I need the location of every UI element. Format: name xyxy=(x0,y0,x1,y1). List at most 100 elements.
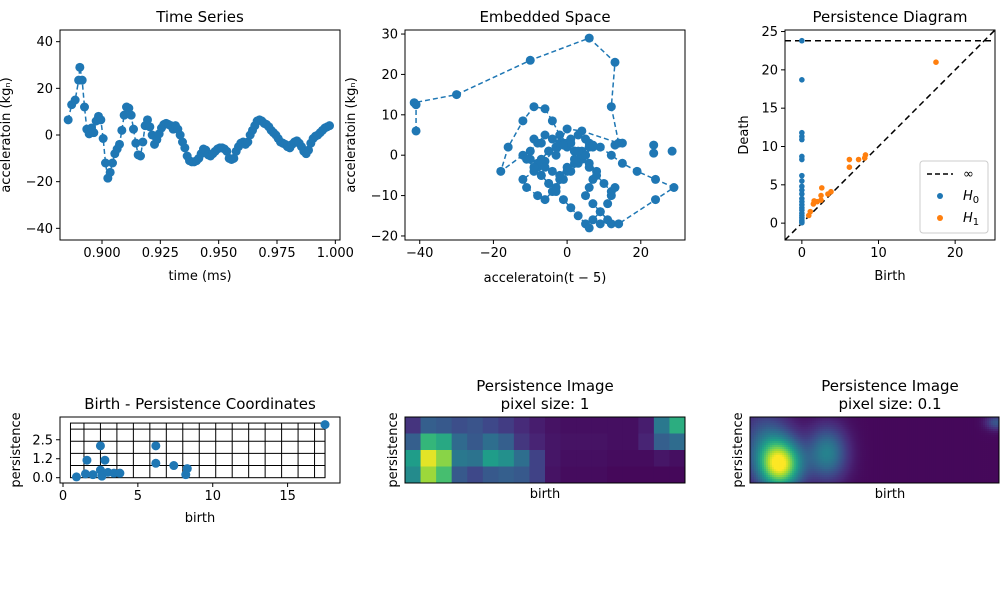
heatmap-cell xyxy=(985,451,988,454)
heatmap-cell xyxy=(833,431,837,434)
heatmap-cell xyxy=(829,453,833,456)
heatmap-cell xyxy=(977,473,980,476)
heatmap-cell xyxy=(939,463,942,466)
heatmap-cell xyxy=(881,419,884,422)
heatmap-cell xyxy=(875,467,878,470)
heatmap-cell xyxy=(757,451,761,454)
heatmap-cell xyxy=(911,443,914,446)
heatmap-cell xyxy=(883,433,886,436)
heatmap-cell xyxy=(919,473,922,476)
heatmap-cell xyxy=(953,477,956,480)
heatmap-cell xyxy=(807,445,811,448)
heatmap-cell xyxy=(803,475,807,478)
heatmap-cell xyxy=(849,435,852,438)
heatmap-cell xyxy=(915,469,918,472)
heatmap-cell xyxy=(835,477,839,480)
heatmap-cell xyxy=(977,465,980,468)
heatmap-cell xyxy=(961,465,964,468)
heatmap-cell xyxy=(997,447,1000,450)
heatmap-cell xyxy=(907,465,910,468)
heatmap-cell xyxy=(750,453,753,456)
heatmap-cell xyxy=(817,451,821,454)
heatmap-cell xyxy=(857,429,860,432)
heatmap-cell xyxy=(815,445,819,448)
heatmap-cell xyxy=(851,435,854,438)
heatmap-cell xyxy=(819,439,823,442)
heatmap-cell xyxy=(811,435,815,438)
heatmap-cell xyxy=(813,447,817,450)
heatmap-cell xyxy=(843,437,847,440)
heatmap-cell xyxy=(873,441,876,444)
heatmap-cell xyxy=(911,459,914,462)
heatmap-cell xyxy=(895,417,898,420)
heatmap-cell xyxy=(883,423,886,426)
heatmap-cell xyxy=(925,435,928,438)
heatmap-cell xyxy=(861,421,864,424)
heatmap-cell xyxy=(811,433,815,436)
heatmap-cell xyxy=(907,451,910,454)
heatmap-cell xyxy=(853,461,856,464)
heatmap-cell xyxy=(785,449,789,452)
heatmap-cell xyxy=(869,463,872,466)
heatmap-cell xyxy=(759,437,763,440)
heatmap-cell xyxy=(779,475,783,478)
heatmap-cell xyxy=(989,419,992,422)
heatmap-cell xyxy=(815,427,819,430)
heatmap-cell xyxy=(867,479,870,482)
heatmap-cell xyxy=(837,417,841,420)
heatmap-cell xyxy=(867,473,870,476)
heatmap-cell xyxy=(849,463,852,466)
heatmap-cell xyxy=(823,471,827,474)
heatmap-cell xyxy=(779,481,783,484)
heatmap-cell xyxy=(795,439,799,442)
heatmap-cell xyxy=(963,453,966,456)
heatmap-cell xyxy=(935,465,938,468)
heatmap-cell xyxy=(935,425,938,428)
heatmap-cell xyxy=(669,433,686,451)
heatmap-cell xyxy=(787,435,791,438)
heatmap-cell xyxy=(763,443,767,446)
heatmap-cell xyxy=(977,443,980,446)
heatmap-cell xyxy=(877,469,880,472)
heatmap-cell xyxy=(939,471,942,474)
heatmap-cell xyxy=(941,441,944,444)
heatmap-cell xyxy=(899,431,902,434)
time-series-point xyxy=(117,125,127,135)
heatmap-cell xyxy=(849,431,852,434)
heatmap-cell xyxy=(933,429,936,432)
persistence-diagram-h0-point xyxy=(799,77,805,83)
heatmap-cell xyxy=(977,481,980,484)
heatmap-cell xyxy=(913,429,916,432)
heatmap-cell xyxy=(967,429,970,432)
heatmap-cell xyxy=(781,477,785,480)
heatmap-cell xyxy=(873,437,876,440)
heatmap-cell xyxy=(763,461,767,464)
heatmap-cell xyxy=(967,425,970,428)
heatmap-cell xyxy=(915,417,918,420)
heatmap-cell xyxy=(819,451,823,454)
heatmap-cell xyxy=(945,473,948,476)
heatmap-cell xyxy=(887,429,890,432)
heatmap-cell xyxy=(867,465,870,468)
heatmap-cell xyxy=(797,479,801,482)
heatmap-cell xyxy=(921,431,924,434)
heatmap-cell xyxy=(877,459,880,462)
heatmap-cell xyxy=(911,433,914,436)
heatmap-cell xyxy=(783,417,787,420)
heatmap-cell xyxy=(991,465,994,468)
heatmap-cell xyxy=(875,425,878,428)
heatmap-cell xyxy=(949,419,952,422)
heatmap-cell xyxy=(937,445,940,448)
heatmap-cell xyxy=(987,477,990,480)
heatmap-cell xyxy=(781,417,785,420)
heatmap-cell xyxy=(937,469,940,472)
heatmap-cell xyxy=(975,467,978,470)
embedded-space-point xyxy=(540,130,550,140)
heatmap-cell xyxy=(903,479,906,482)
heatmap-cell xyxy=(750,417,753,420)
heatmap-cell xyxy=(899,437,902,440)
heatmap-cell xyxy=(819,469,823,472)
heatmap-cell xyxy=(885,437,888,440)
heatmap-cell xyxy=(933,443,936,446)
heatmap-cell xyxy=(897,469,900,472)
